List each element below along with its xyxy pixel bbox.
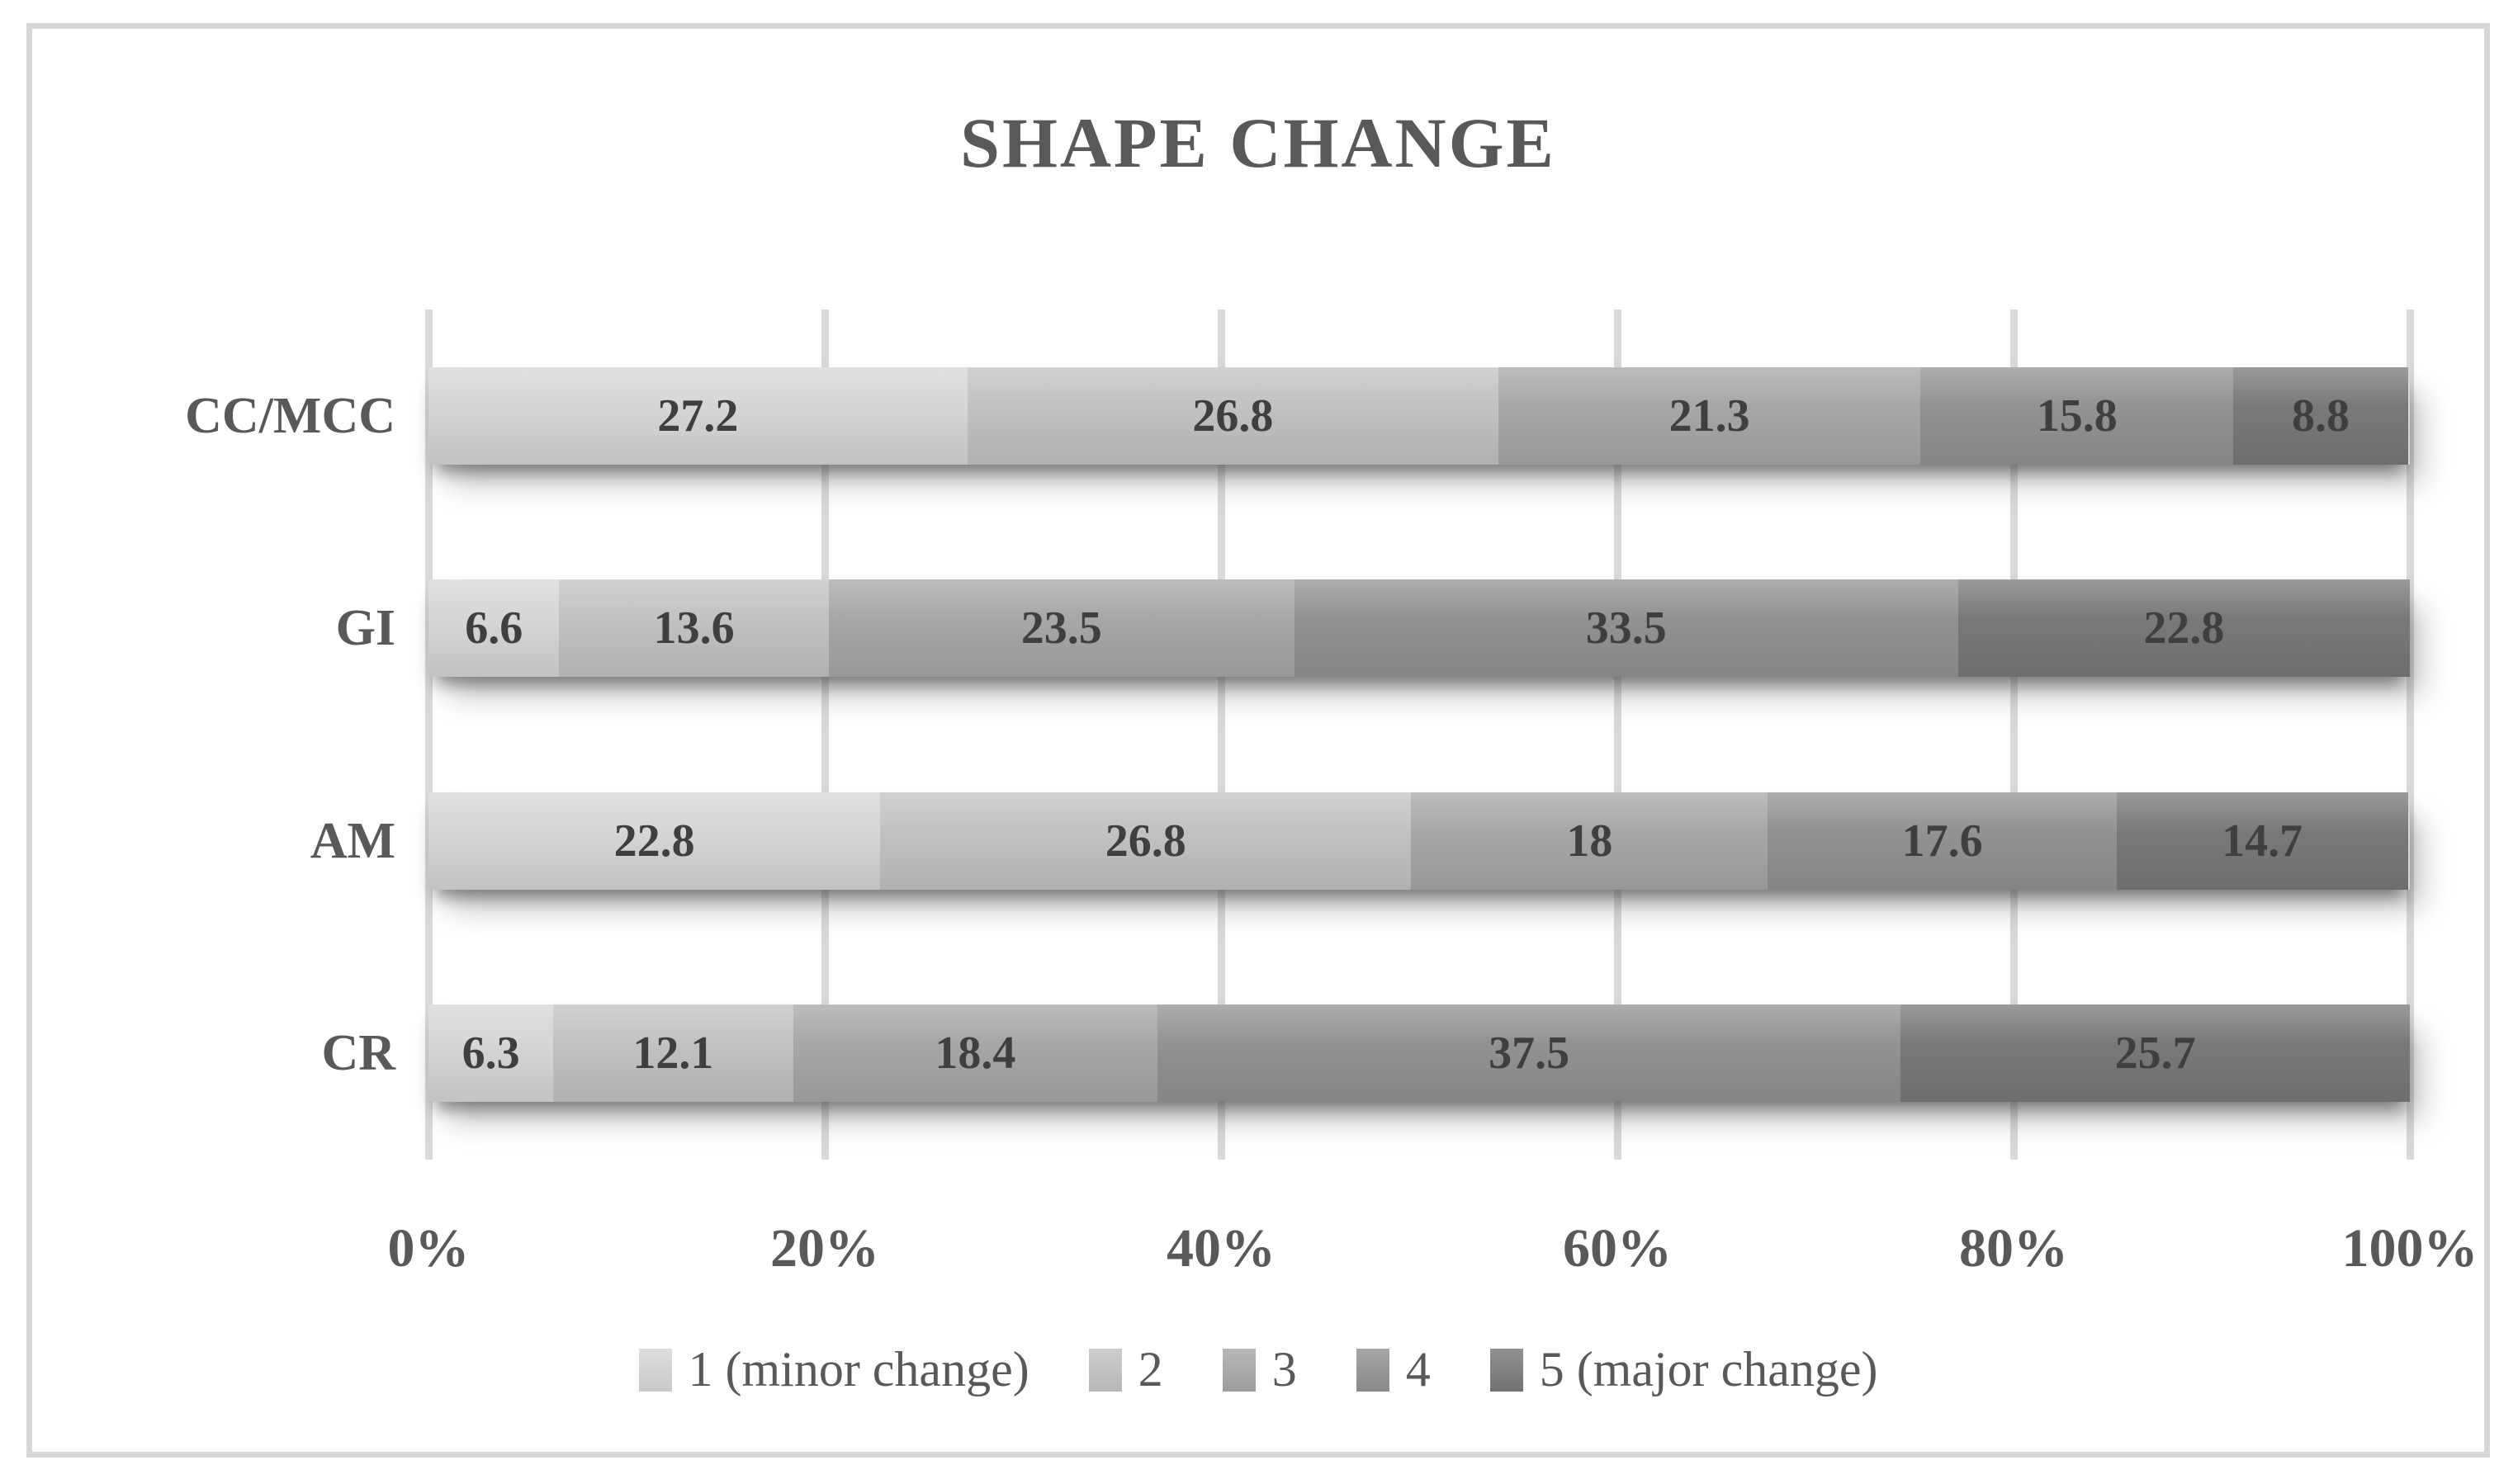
bar-segment-series-2: 13.6 bbox=[559, 579, 829, 677]
legend-swatch-icon bbox=[1222, 1348, 1256, 1392]
legend-label: 5 (major change) bbox=[1539, 1342, 1878, 1397]
bar-value-label: 33.5 bbox=[1585, 603, 1667, 654]
bar-segment-series-3: 18 bbox=[1411, 792, 1768, 890]
bar-segment-series-1: 6.6 bbox=[428, 579, 560, 677]
legend-item-3: 3 bbox=[1222, 1341, 1297, 1398]
bar-value-label: 6.6 bbox=[465, 603, 523, 654]
bar-segment-series-4: 33.5 bbox=[1294, 579, 1958, 677]
legend-label: 1 (minor change) bbox=[688, 1342, 1029, 1397]
chart-title: SHAPE CHANGE bbox=[960, 103, 1556, 182]
bar-value-label: 22.8 bbox=[2143, 603, 2225, 654]
bar-value-label: 26.8 bbox=[1192, 390, 1274, 442]
legend-item-4: 4 bbox=[1356, 1341, 1431, 1398]
bar-value-label: 15.8 bbox=[2036, 390, 2118, 442]
legend-swatch-icon bbox=[1489, 1348, 1523, 1392]
x-axis-label-100: 100% bbox=[2341, 1218, 2478, 1278]
bar-segment-series-4: 37.5 bbox=[1157, 1004, 1901, 1102]
bar-value-label: 6.3 bbox=[461, 1028, 520, 1079]
legend-item-5: 5 (major change) bbox=[1489, 1341, 1878, 1398]
bar-segment-series-2: 26.8 bbox=[880, 792, 1412, 890]
bar-row-gi: 6.6 13.6 23.5 33.5 22.8 bbox=[428, 579, 2410, 677]
category-label-cr: CR bbox=[321, 1025, 395, 1081]
bar-segment-series-2: 12.1 bbox=[553, 1004, 793, 1102]
bar-row-cc-mcc: 27.2 26.8 21.3 15.8 8.8 bbox=[428, 367, 2410, 465]
bar-segment-series-5: 8.8 bbox=[2233, 367, 2408, 465]
x-axis-label-0: 0% bbox=[387, 1218, 470, 1278]
bar-value-label: 22.8 bbox=[613, 815, 695, 867]
plot-area: 27.2 26.8 21.3 15.8 8.8 6.6 13.6 23.5 33.5 22.8 22… bbox=[425, 310, 2414, 1160]
category-label-am: AM bbox=[310, 813, 395, 869]
bar-value-label: 8.8 bbox=[2291, 390, 2350, 442]
bar-segment-series-3: 23.5 bbox=[828, 579, 1294, 677]
legend-label: 4 bbox=[1405, 1342, 1431, 1397]
bar-segment-series-5: 22.8 bbox=[1957, 579, 2410, 677]
bar-value-label: 25.7 bbox=[2114, 1028, 2196, 1079]
bar-value-label: 21.3 bbox=[1668, 390, 1750, 442]
legend-label: 2 bbox=[1138, 1342, 1163, 1397]
bar-segment-series-3: 18.4 bbox=[793, 1004, 1158, 1102]
gridline-40% bbox=[1218, 310, 1225, 1160]
gridline-60% bbox=[1614, 310, 1621, 1160]
x-axis-label-20: 20% bbox=[770, 1218, 879, 1278]
legend-swatch-icon bbox=[638, 1348, 672, 1392]
chart-frame: SHAPE CHANGE 27.2 26.8 21.3 15.8 8.8 6.6 13.6 2… bbox=[26, 23, 2490, 1458]
bar-value-label: 12.1 bbox=[632, 1028, 714, 1079]
bar-value-label: 13.6 bbox=[653, 603, 735, 654]
category-label-gi: GI bbox=[335, 600, 395, 656]
bar-value-label: 18.4 bbox=[935, 1028, 1016, 1079]
bar-value-label: 14.7 bbox=[2222, 815, 2303, 867]
bar-value-label: 17.6 bbox=[1901, 815, 1983, 867]
bar-segment-series-1: 6.3 bbox=[428, 1004, 554, 1102]
bar-segment-series-3: 21.3 bbox=[1498, 367, 1921, 465]
category-label-cc-mcc: CC/MCC bbox=[185, 388, 395, 444]
x-axis-label-80: 80% bbox=[1959, 1218, 2068, 1278]
gridline-0% bbox=[425, 310, 433, 1160]
bar-segment-series-2: 26.8 bbox=[967, 367, 1498, 465]
bar-row-am: 22.8 26.8 18 17.6 14.7 bbox=[428, 792, 2410, 890]
bar-segment-series-5: 14.7 bbox=[2116, 792, 2408, 890]
gridline-80% bbox=[2010, 310, 2018, 1160]
bar-segment-series-5: 25.7 bbox=[1900, 1004, 2410, 1102]
legend-item-2: 2 bbox=[1088, 1341, 1163, 1398]
x-axis-label-40: 40% bbox=[1167, 1218, 1276, 1278]
gridline-20% bbox=[821, 310, 829, 1160]
legend-label: 3 bbox=[1271, 1342, 1297, 1397]
bar-segment-series-4: 17.6 bbox=[1768, 792, 2117, 890]
legend-swatch-icon bbox=[1356, 1348, 1389, 1392]
bar-segment-series-1: 22.8 bbox=[428, 792, 881, 890]
legend-item-1: 1 (minor change) bbox=[638, 1341, 1029, 1398]
bar-segment-series-4: 15.8 bbox=[1920, 367, 2234, 465]
bar-value-label: 18 bbox=[1566, 815, 1613, 867]
bar-value-label: 26.8 bbox=[1105, 815, 1186, 867]
bar-value-label: 37.5 bbox=[1489, 1028, 1570, 1079]
bar-segment-series-1: 27.2 bbox=[428, 367, 968, 465]
bar-value-label: 23.5 bbox=[1020, 603, 1102, 654]
legend-swatch-icon bbox=[1088, 1348, 1122, 1392]
bar-value-label: 27.2 bbox=[657, 390, 739, 442]
legend: 1 (minor change) 2 3 4 5 (major change) bbox=[32, 1341, 2484, 1398]
x-axis-label-60: 60% bbox=[1563, 1218, 1672, 1278]
gridline-100% bbox=[2407, 310, 2414, 1160]
bar-row-cr: 6.3 12.1 18.4 37.5 25.7 bbox=[428, 1004, 2410, 1102]
